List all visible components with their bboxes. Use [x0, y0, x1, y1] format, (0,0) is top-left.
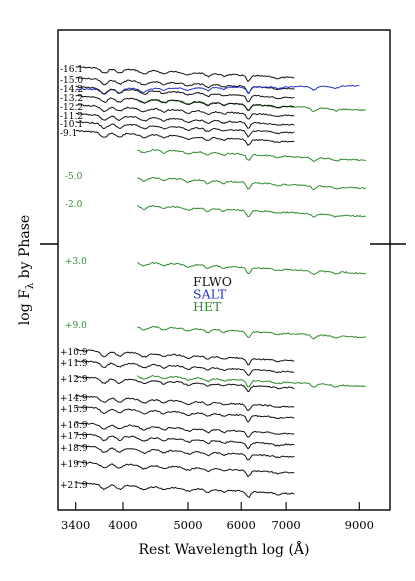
spectrum-flwo-+12.9: [75, 375, 295, 393]
y-axis-label-subscript: λ: [25, 282, 36, 289]
spectrum-flwo--12.2: [75, 104, 295, 120]
x-tick-label: 6000: [227, 518, 256, 532]
phase-label: +3.0: [65, 257, 87, 267]
spectrum-het-+3.0: [137, 261, 366, 276]
phase-label: -11.2: [60, 112, 83, 122]
spectrum-het--9.1: [137, 148, 366, 163]
x-ticks: 3400 4000 5000 6000 7000 9000: [61, 502, 374, 532]
spectrum-flwo--10.1: [75, 121, 295, 138]
spectrum-flwo-+10.9: [75, 348, 295, 366]
legend-entry-flwo: FLWO: [193, 274, 232, 289]
spectrum-flwo-+17.9: [75, 433, 295, 450]
phase-label: -2.0: [65, 200, 83, 210]
phase-label: -5.0: [65, 172, 83, 182]
spectrum-het--5.0: [137, 176, 366, 191]
phase-label: -16.1: [60, 65, 83, 75]
phase-label: +21.9: [60, 481, 88, 491]
spectrum-flwo-+16.9: [75, 422, 295, 438]
phase-label: +19.9: [60, 460, 88, 470]
spectrum-het--2.0: [136, 204, 366, 218]
phase-label: +11.9: [60, 359, 88, 369]
phase-label: -14.2: [60, 85, 83, 95]
phase-label: +12.9: [60, 375, 88, 385]
spectrum-flwo-+15.9: [75, 406, 295, 423]
phase-label: -15.0: [60, 76, 83, 86]
y-axis-label: log Fλ by Phase: [17, 215, 36, 325]
x-axis-label: Rest Wavelength log (Å): [139, 540, 310, 558]
phase-label: +18.9: [60, 444, 88, 454]
phase-label: -10.1: [60, 120, 83, 130]
phase-label: +17.9: [60, 432, 88, 442]
spectrum-flwo-+18.9: [75, 445, 295, 461]
spectrum-flwo--15.0: [75, 76, 295, 94]
spectra-lines: [75, 66, 366, 499]
phase-label: +15.9: [60, 405, 88, 415]
plot-frame: [57, 29, 391, 511]
spectrum-flwo--9.1: [75, 130, 295, 146]
spectrum-flwo-+11.9: [75, 359, 295, 376]
x-tick-label: 9000: [345, 518, 374, 532]
spectrum-flwo-+19.9: [75, 461, 295, 478]
x-tick-label: 3400: [61, 518, 90, 532]
y-axis-label-main: log F: [17, 289, 33, 325]
spectrum-het-+9.0: [137, 325, 366, 340]
x-tick-label: 7000: [271, 518, 300, 532]
phase-label: +9.0: [65, 321, 87, 331]
phase-label: -13.2: [60, 94, 83, 104]
phase-labels: -16.1-15.0-14.2-13.2-12.2-11.2-10.1-9.1 -…: [60, 65, 88, 491]
phase-label: -9.1: [60, 129, 77, 139]
spectrum-flwo--13.2: [75, 94, 295, 112]
phase-label: +16.9: [60, 421, 88, 431]
spectrum-flwo-+14.9: [75, 394, 295, 412]
x-tick-label: 4000: [108, 518, 137, 532]
phase-label: -12.2: [60, 103, 83, 113]
legend-entry-salt: SALT: [193, 287, 227, 302]
spectrum-flwo-+21.9: [75, 481, 295, 499]
phase-label: +10.9: [60, 348, 88, 358]
spectrum-flwo--14.2: [75, 85, 295, 103]
spectrum-het-+12.9: [136, 375, 366, 388]
legend-entry-het: HET: [193, 299, 222, 314]
y-axis-label-rest: by Phase: [17, 215, 33, 283]
x-tick-label: 5000: [173, 518, 202, 532]
phase-label: +14.9: [60, 394, 88, 404]
spectrum-flwo--16.1: [75, 66, 295, 83]
spectrum-flwo--11.2: [75, 112, 295, 130]
